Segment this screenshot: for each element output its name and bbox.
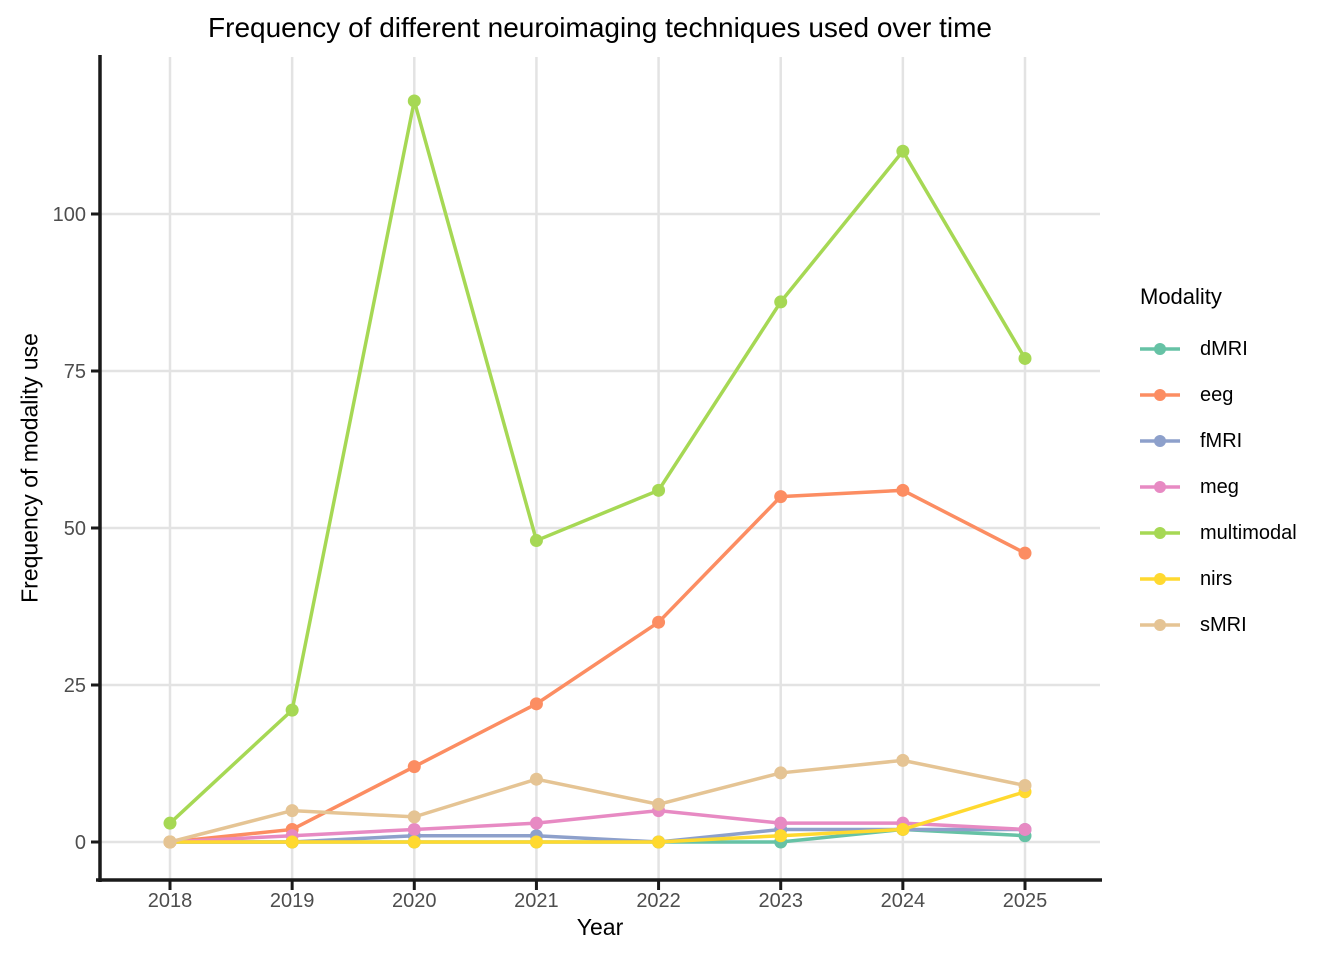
point-sMRI-2020 — [407, 810, 421, 824]
x-tick-label-2018: 2018 — [148, 890, 193, 912]
legend-label-meg: meg — [1200, 475, 1239, 498]
legend-item-meg: meg — [1138, 464, 1338, 510]
point-sMRI-2018 — [163, 835, 177, 849]
point-sMRI-2019 — [285, 804, 299, 818]
legend-key-dMRI — [1140, 343, 1180, 355]
legend-item-eeg: eeg — [1138, 372, 1338, 418]
legend-item-fMRI: fMRI — [1138, 418, 1338, 464]
point-multimodal-2019 — [285, 703, 299, 717]
legend-key-multimodal — [1140, 527, 1180, 539]
x-tick-label-2021: 2021 — [514, 890, 559, 912]
point-eeg-2023 — [774, 490, 788, 504]
point-eeg-2022 — [652, 615, 666, 629]
y-tick-label-50: 50 — [64, 518, 86, 540]
x-tick-label-2022: 2022 — [636, 890, 681, 912]
y-tick-label-100: 100 — [53, 204, 86, 226]
y-tick-label-0: 0 — [75, 832, 86, 854]
legend-key-eeg — [1140, 389, 1180, 401]
legend-item-sMRI: sMRI — [1138, 602, 1338, 648]
legend-key-dot — [1154, 481, 1166, 493]
point-nirs-2021 — [529, 835, 543, 849]
point-sMRI-2025 — [1018, 778, 1032, 792]
y-tick-label-25: 25 — [64, 675, 86, 697]
point-sMRI-2023 — [774, 766, 788, 780]
y-tick-label-75: 75 — [64, 361, 86, 383]
legend-key-dot — [1154, 389, 1166, 401]
x-tick-label-2024: 2024 — [881, 890, 926, 912]
legend-label-sMRI: sMRI — [1200, 613, 1247, 636]
legend-label-nirs: nirs — [1200, 567, 1233, 590]
x-tick-label-2020: 2020 — [392, 890, 437, 912]
point-meg-2021 — [529, 816, 543, 830]
point-multimodal-2018 — [163, 816, 177, 830]
legend-item-nirs: nirs — [1138, 556, 1338, 602]
point-eeg-2025 — [1018, 546, 1032, 560]
legend-title: Modality — [1140, 284, 1222, 309]
legend-key-dot — [1154, 343, 1166, 355]
point-meg-2020 — [407, 822, 421, 836]
legend-label-eeg: eeg — [1200, 383, 1234, 406]
series-line-meg — [169, 808, 1026, 844]
legend-key-dot — [1154, 573, 1166, 585]
point-eeg-2020 — [407, 760, 421, 774]
point-eeg-2024 — [896, 483, 910, 497]
point-multimodal-2022 — [652, 483, 666, 497]
chart-title: Frequency of different neuroimaging tech… — [208, 12, 992, 43]
legend-label-fMRI: fMRI — [1200, 429, 1243, 452]
legend-item-dMRI: dMRI — [1138, 326, 1338, 372]
legend-key-sMRI — [1140, 619, 1180, 631]
series-line-sMRI — [169, 758, 1026, 844]
point-multimodal-2021 — [529, 534, 543, 548]
point-nirs-2023 — [774, 829, 788, 843]
point-sMRI-2022 — [652, 797, 666, 811]
x-tick-label-2023: 2023 — [758, 890, 803, 912]
point-multimodal-2023 — [774, 295, 788, 309]
x-tick-label-2019: 2019 — [270, 890, 315, 912]
point-meg-2025 — [1018, 822, 1032, 836]
point-nirs-2020 — [407, 835, 421, 849]
legend-key-nirs — [1140, 573, 1180, 585]
point-eeg-2021 — [529, 697, 543, 711]
x-tick-label-2025: 2025 — [1003, 890, 1048, 912]
legend: Modality dMRI eeg fMRI meg multimodal nirs sMR… — [1138, 284, 1338, 648]
point-nirs-2019 — [285, 835, 299, 849]
legend-item-multimodal: multimodal — [1138, 510, 1338, 556]
legend-key-meg — [1140, 481, 1180, 493]
legend-key-dot — [1154, 619, 1166, 631]
legend-key-fMRI — [1140, 435, 1180, 447]
point-multimodal-2025 — [1018, 351, 1032, 365]
point-sMRI-2021 — [529, 772, 543, 786]
point-multimodal-2020 — [407, 94, 421, 108]
x-axis-title: Year — [576, 914, 624, 940]
legend-items: dMRI eeg fMRI meg multimodal nirs sMRI — [1138, 326, 1338, 648]
legend-key-dot — [1154, 435, 1166, 447]
point-meg-2023 — [774, 816, 788, 830]
series-line-nirs — [170, 790, 1026, 844]
legend-label-dMRI: dMRI — [1200, 337, 1248, 360]
series-line-eeg — [169, 488, 1026, 844]
point-nirs-2024 — [896, 822, 910, 836]
legend-key-dot — [1154, 527, 1166, 539]
series-line-multimodal — [168, 100, 1027, 825]
point-nirs-2022 — [652, 835, 666, 849]
legend-label-multimodal: multimodal — [1200, 521, 1297, 544]
point-sMRI-2024 — [896, 753, 910, 767]
point-multimodal-2024 — [896, 144, 910, 158]
